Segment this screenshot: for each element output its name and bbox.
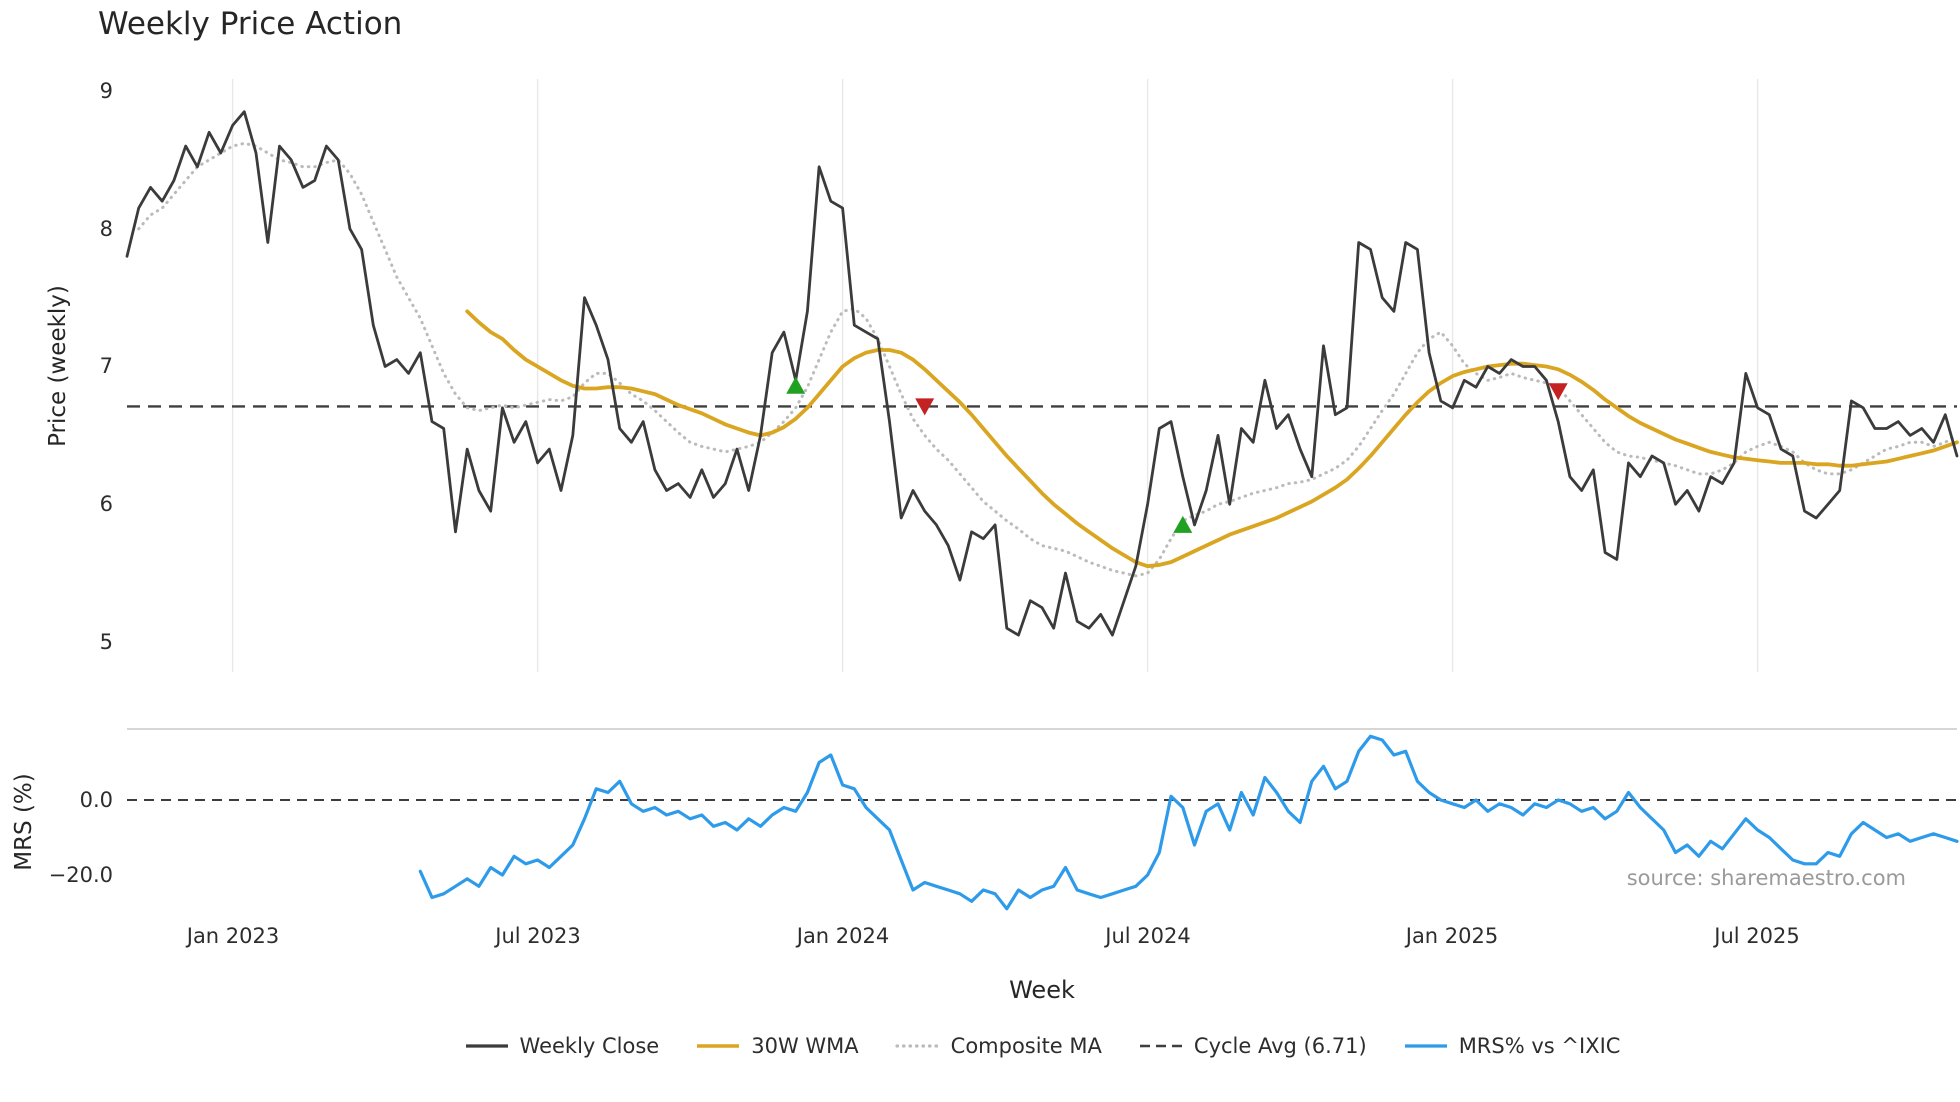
mrs-axis-label: MRS (%)	[11, 773, 37, 871]
mrs-tick-label: −20.0	[48, 863, 113, 887]
x-tick-label: Jan 2024	[796, 924, 890, 948]
legend-label: Composite MA	[950, 1034, 1102, 1058]
legend-label: Cycle Avg (6.71)	[1193, 1034, 1367, 1058]
chart-legend: Weekly Close 30W WMA Composite MA Cycle …	[127, 1034, 1957, 1058]
wma-line	[465, 309, 1959, 569]
price-tick-label: 8	[99, 217, 113, 241]
price-tick-label: 6	[99, 492, 113, 516]
legend-item-composite-ma: Composite MA	[895, 1034, 1102, 1058]
dotted-line-swatch-icon	[895, 1044, 941, 1048]
legend-label: 30W WMA	[751, 1034, 859, 1058]
mrs-tick-label: 0.0	[79, 788, 113, 812]
sell-signal-marker	[1548, 383, 1568, 401]
price-tick-label: 5	[99, 630, 113, 654]
chart-title: Weekly Price Action	[98, 6, 403, 42]
price-axis-label: Price (weekly)	[45, 285, 71, 447]
solid-line-swatch-icon	[1404, 1044, 1447, 1048]
x-tick-label: Jan 2023	[186, 924, 280, 948]
x-tick-label: Jul 2025	[1714, 924, 1800, 948]
legend-item-weekly-close: Weekly Close	[464, 1034, 660, 1058]
source-watermark: source: sharemaestro.com	[1626, 866, 1906, 890]
x-axis-label: Week	[1009, 976, 1075, 1004]
mrs-line	[418, 734, 1959, 911]
price-tick-label: 7	[99, 354, 113, 378]
dashed-line-swatch-icon	[1139, 1044, 1182, 1048]
x-tick-label: Jul 2024	[1105, 924, 1191, 948]
solid-line-swatch-icon	[697, 1044, 740, 1048]
x-tick-label: Jul 2023	[495, 924, 581, 948]
weekly-close-line	[125, 110, 1959, 637]
legend-label: MRS% vs ^IXIC	[1458, 1034, 1621, 1058]
price-tick-label: 9	[99, 79, 113, 103]
x-tick-label: Jan 2025	[1405, 924, 1499, 948]
legend-item-mrs: MRS% vs ^IXIC	[1403, 1034, 1621, 1058]
buy-signal-marker	[1173, 515, 1193, 533]
buy-signal-marker	[786, 376, 806, 394]
legend-item-30w-wma: 30W WMA	[695, 1034, 859, 1058]
legend-item-cycle-avg: Cycle Avg (6.71)	[1138, 1034, 1367, 1058]
composite-ma-line	[137, 141, 1959, 578]
solid-line-swatch-icon	[465, 1044, 508, 1048]
legend-label: Weekly Close	[519, 1034, 660, 1058]
sell-signal-marker	[915, 398, 935, 416]
